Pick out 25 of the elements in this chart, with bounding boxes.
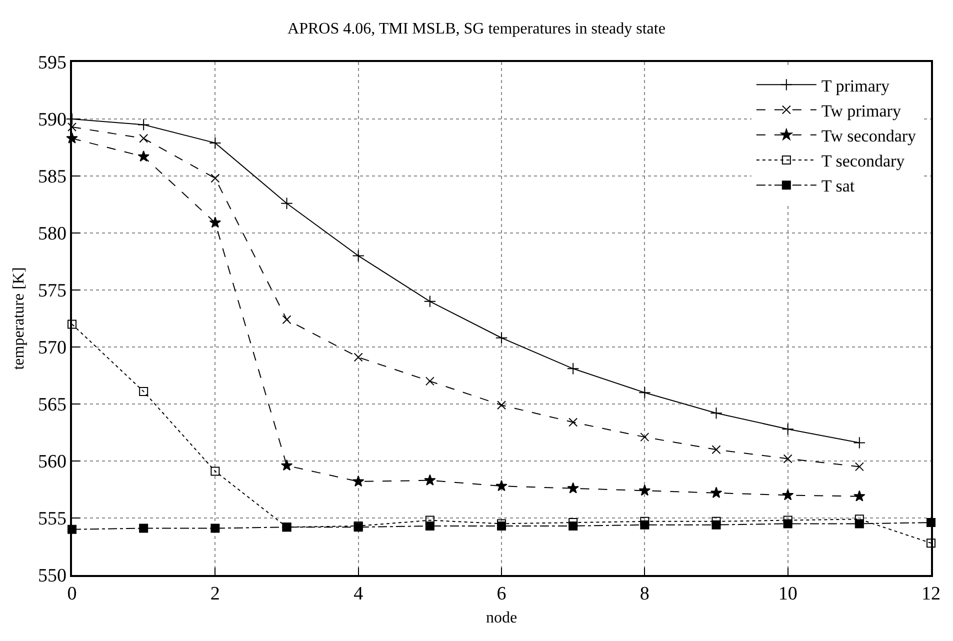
y-tick-label: 550	[38, 566, 66, 587]
x-axis-title: node	[486, 610, 518, 627]
legend-label: T secondary	[821, 152, 906, 171]
legend-label: T sat	[821, 176, 855, 196]
y-tick-label: 595	[38, 52, 66, 74]
y-tick-label: 575	[38, 280, 66, 302]
legend-label: T primary	[821, 76, 890, 96]
legend-label: Tw secondary	[821, 126, 917, 146]
y-axis-title: temperature [K]	[10, 267, 28, 370]
legend-label: Tw primary	[821, 101, 902, 120]
y-tick-label: 565	[38, 394, 66, 416]
x-tick-label: 10	[778, 584, 798, 605]
x-tick-label: 8	[640, 584, 650, 605]
y-tick-label: 590	[38, 110, 66, 131]
y-tick-label: 570	[38, 338, 66, 359]
x-tick-label: 6	[496, 584, 506, 605]
x-tick-label: 12	[922, 584, 940, 605]
y-tick-label: 580	[38, 224, 66, 245]
x-tick-label: 2	[210, 584, 220, 605]
y-tick-label: 555	[38, 508, 66, 530]
x-tick-label: 4	[354, 584, 364, 605]
chart-title: APROS 4.06, TMI MSLB, SG temperatures in steady state	[288, 20, 666, 38]
y-tick-label: 585	[38, 166, 66, 188]
y-tick-label: 560	[38, 452, 66, 473]
x-tick-label: 0	[67, 584, 77, 605]
